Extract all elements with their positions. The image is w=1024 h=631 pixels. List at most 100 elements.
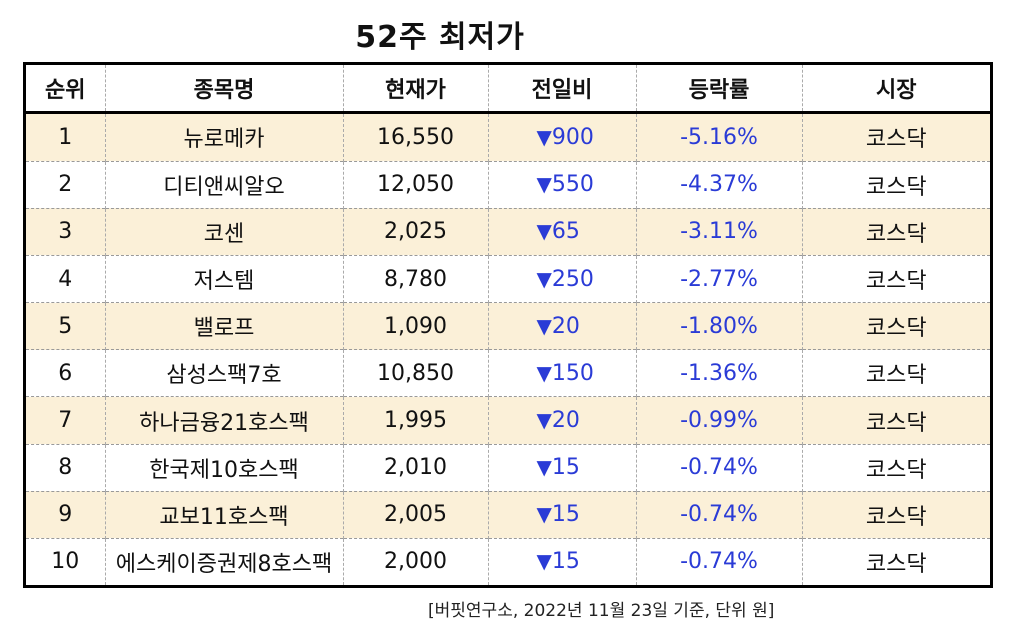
table-row: 4 저스템 8,780 ▼250 -2.77% 코스닥 (26, 254, 990, 303)
down-triangle-icon: ▼ (536, 124, 552, 149)
change-value: 15 (551, 455, 580, 481)
header-price: 현재가 (342, 65, 488, 114)
change-value: 15 (551, 502, 580, 528)
header-name: 종목명 (104, 65, 343, 114)
header-change: 전일비 (487, 65, 636, 114)
price-cell: 1,090 (342, 302, 488, 350)
change-value: 20 (551, 313, 580, 339)
price-cell: 2,010 (342, 443, 488, 492)
market-cell: 코스닥 (801, 349, 990, 397)
change-value: 150 (551, 360, 594, 386)
market-cell: 코스닥 (801, 490, 990, 539)
rank-cell: 5 (26, 302, 105, 350)
header-market: 시장 (801, 65, 990, 114)
rank-cell: 2 (26, 160, 105, 209)
change-value: 900 (551, 124, 594, 150)
market-cell: 코스닥 (801, 207, 990, 256)
rank-cell: 10 (26, 537, 105, 585)
table-row: 6 삼성스팩7호 10,850 ▼150 -1.36% 코스닥 (26, 349, 990, 397)
market-cell: 코스닥 (801, 443, 990, 492)
table-row: 5 밸로프 1,090 ▼20 -1.80% 코스닥 (26, 302, 990, 350)
table-row: 3 코센 2,025 ▼65 -3.11% 코스닥 (26, 207, 990, 256)
down-triangle-icon: ▼ (536, 313, 552, 338)
down-triangle-icon: ▼ (536, 455, 552, 480)
change-cell: ▼20 (487, 302, 636, 350)
change-cell: ▼550 (487, 160, 636, 209)
table-row: 10 에스케이증권제8호스팩 2,000 ▼15 -0.74% 코스닥 (26, 537, 990, 585)
rank-cell: 6 (26, 349, 105, 397)
rank-cell: 3 (26, 207, 105, 256)
table-row: 8 한국제10호스팩 2,010 ▼15 -0.74% 코스닥 (26, 443, 990, 492)
change-cell: ▼900 (487, 112, 636, 162)
stock-name-cell: 에스케이증권제8호스팩 (104, 537, 343, 585)
rank-cell: 1 (26, 112, 105, 162)
rate-cell: -5.16% (635, 112, 802, 162)
rate-cell: -1.80% (635, 302, 802, 350)
down-triangle-icon: ▼ (536, 408, 552, 433)
rate-cell: -4.37% (635, 160, 802, 209)
stock-name-cell: 저스템 (104, 254, 343, 303)
price-cell: 2,025 (342, 207, 488, 256)
table-row: 9 교보11호스팩 2,005 ▼15 -0.74% 코스닥 (26, 490, 990, 539)
change-cell: ▼250 (487, 254, 636, 303)
rate-cell: -2.77% (635, 254, 802, 303)
rank-cell: 8 (26, 443, 105, 492)
price-cell: 16,550 (342, 112, 488, 162)
down-triangle-icon: ▼ (536, 502, 552, 527)
market-cell: 코스닥 (801, 112, 990, 162)
stock-name-cell: 한국제10호스팩 (104, 443, 343, 492)
market-cell: 코스닥 (801, 160, 990, 209)
header-rank: 순위 (26, 65, 105, 114)
stock-name-cell: 하나금융21호스팩 (104, 396, 343, 445)
table-row: 7 하나금융21호스팩 1,995 ▼20 -0.99% 코스닥 (26, 396, 990, 445)
market-cell: 코스닥 (801, 302, 990, 350)
stock-table: 순위 종목명 현재가 전일비 등락률 시장 1 뉴로메카 16,550 ▼900 -5.… (23, 62, 993, 588)
page-title: 52주 최저가 (355, 20, 525, 55)
rate-cell: -0.74% (635, 490, 802, 539)
footnote: [버핏연구소, 2022년 11월 23일 기준, 단위 원] (428, 601, 775, 621)
price-cell: 2,000 (342, 537, 488, 585)
rate-cell: -0.99% (635, 396, 802, 445)
change-cell: ▼150 (487, 349, 636, 397)
market-cell: 코스닥 (801, 254, 990, 303)
rank-cell: 7 (26, 396, 105, 445)
change-cell: ▼65 (487, 207, 636, 256)
rank-cell: 9 (26, 490, 105, 539)
price-cell: 2,005 (342, 490, 488, 539)
change-value: 15 (551, 549, 580, 575)
down-triangle-icon: ▼ (536, 219, 552, 244)
header-rate: 등락률 (635, 65, 802, 114)
stock-name-cell: 디티앤씨알오 (104, 160, 343, 209)
header-row: 순위 종목명 현재가 전일비 등락률 시장 (26, 65, 990, 114)
change-cell: ▼20 (487, 396, 636, 445)
rank-cell: 4 (26, 254, 105, 303)
price-cell: 10,850 (342, 349, 488, 397)
rate-cell: -0.74% (635, 537, 802, 585)
down-triangle-icon: ▼ (536, 549, 552, 574)
change-value: 550 (551, 172, 594, 198)
market-cell: 코스닥 (801, 396, 990, 445)
down-triangle-icon: ▼ (536, 172, 552, 197)
price-cell: 8,780 (342, 254, 488, 303)
down-triangle-icon: ▼ (536, 266, 552, 291)
stock-name-cell: 교보11호스팩 (104, 490, 343, 539)
change-value: 20 (551, 408, 580, 434)
stock-name-cell: 뉴로메카 (104, 112, 343, 162)
table-row: 1 뉴로메카 16,550 ▼900 -5.16% 코스닥 (26, 112, 990, 162)
stock-name-cell: 코센 (104, 207, 343, 256)
change-cell: ▼15 (487, 443, 636, 492)
rate-cell: -0.74% (635, 443, 802, 492)
table-row: 2 디티앤씨알오 12,050 ▼550 -4.37% 코스닥 (26, 160, 990, 209)
price-cell: 12,050 (342, 160, 488, 209)
change-value: 250 (551, 266, 594, 292)
price-cell: 1,995 (342, 396, 488, 445)
stock-name-cell: 밸로프 (104, 302, 343, 350)
stock-name-cell: 삼성스팩7호 (104, 349, 343, 397)
rate-cell: -3.11% (635, 207, 802, 256)
change-cell: ▼15 (487, 490, 636, 539)
down-triangle-icon: ▼ (536, 360, 552, 385)
rate-cell: -1.36% (635, 349, 802, 397)
change-cell: ▼15 (487, 537, 636, 585)
market-cell: 코스닥 (801, 537, 990, 585)
change-value: 65 (551, 219, 580, 245)
